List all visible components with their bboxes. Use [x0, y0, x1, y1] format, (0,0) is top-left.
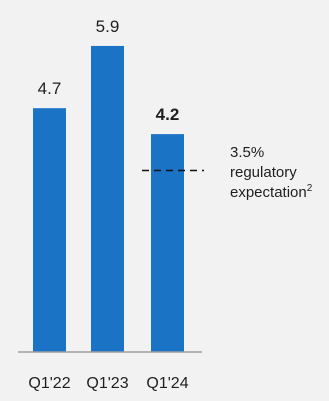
reference-label-superscript: 2: [307, 183, 313, 194]
bar-value-label: 5.9: [96, 17, 120, 36]
bar-q122: [33, 108, 66, 352]
reference-label-line: expectation: [230, 184, 307, 201]
reference-line-label: 3.5% regulatory expectation2: [230, 144, 313, 201]
bar-q123: [91, 45, 124, 352]
value-labels-group: 4.7 5.9 4.2: [38, 17, 180, 124]
x-tick-label: Q1'24: [146, 375, 188, 392]
bar-value-label: 4.2: [156, 105, 180, 124]
reference-label-line: 3.5%: [230, 144, 264, 161]
x-tick-labels-group: Q1'22 Q1'23 Q1'24: [28, 375, 188, 392]
bar-value-label: 4.7: [38, 79, 62, 98]
x-tick-label: Q1'22: [28, 375, 70, 392]
bar-q124: [151, 134, 184, 352]
x-tick-label: Q1'23: [86, 375, 128, 392]
reference-label-line: regulatory: [230, 164, 297, 181]
